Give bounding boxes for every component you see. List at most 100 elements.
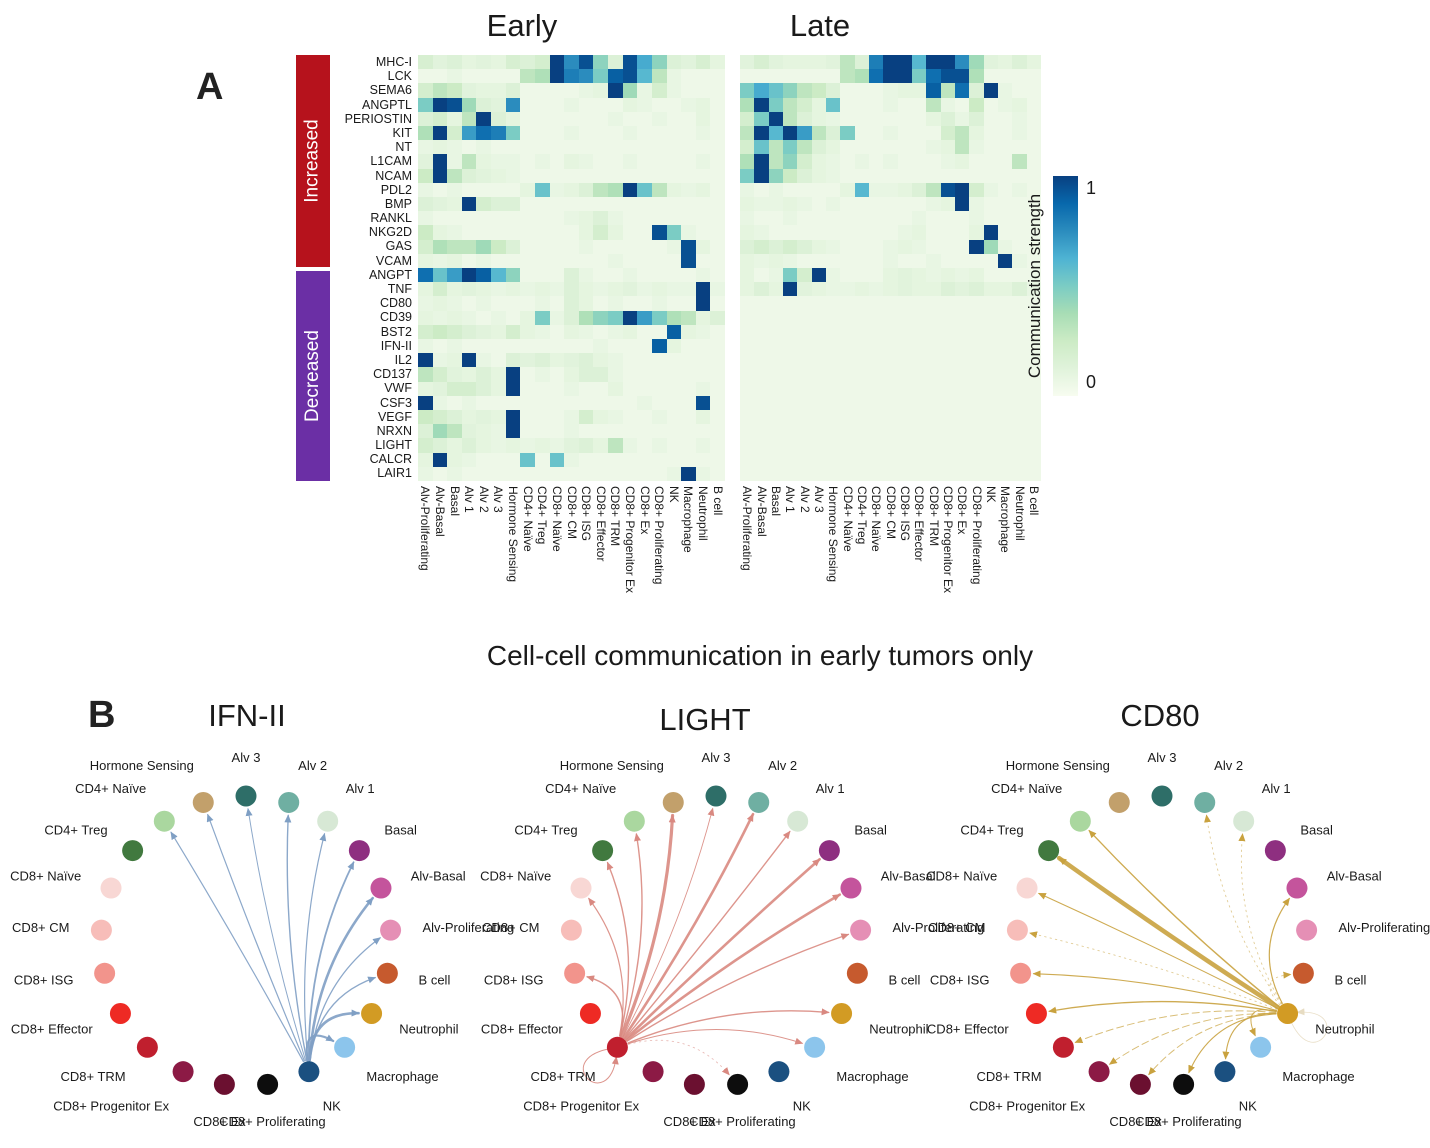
heatmap-cell — [926, 154, 941, 169]
heatmap-cell — [911, 395, 927, 410]
heatmap-cell — [622, 452, 638, 467]
heatmap-cell — [754, 97, 769, 112]
heatmap-cell — [825, 83, 841, 98]
heatmap-cell — [797, 125, 812, 141]
heatmap-cell — [476, 239, 492, 254]
heatmap-cell — [622, 395, 638, 410]
heatmap-cell — [461, 367, 477, 382]
heatmap-cell — [666, 97, 682, 112]
heatmap-cell — [695, 409, 711, 425]
heatmap-cell — [637, 367, 652, 382]
heatmap-cell — [883, 324, 898, 339]
network-node-label: Alv 1 — [346, 781, 375, 796]
network-node — [348, 840, 370, 862]
heatmap-cell — [695, 154, 711, 169]
heatmap-cell — [782, 296, 798, 311]
heatmap-cell — [520, 83, 535, 98]
network-node-label: NK — [323, 1098, 341, 1113]
heatmap-cell — [940, 296, 955, 311]
heatmap-cell — [854, 253, 869, 268]
heatmap-cell — [740, 182, 755, 197]
network-node — [768, 1061, 790, 1083]
heatmap-cell — [954, 97, 970, 112]
heatmap-cell — [549, 466, 565, 481]
heatmap-cell — [534, 211, 550, 226]
network-edge — [1188, 1013, 1277, 1074]
heatmap-cell — [911, 424, 927, 439]
heatmap-cell — [681, 424, 696, 439]
heatmap-cell — [432, 55, 448, 70]
heatmap-cell — [564, 168, 579, 183]
heatmap-cell — [782, 367, 798, 382]
network-node — [100, 877, 122, 899]
heatmap-cell — [593, 239, 609, 254]
heatmap-cell — [911, 239, 927, 254]
heatmap-cell — [782, 409, 798, 425]
heatmap-cell — [883, 296, 898, 311]
network-node-label: Hormone Sensing — [560, 758, 664, 773]
heatmap-cell — [520, 452, 535, 467]
network-node-label: Neutrophil — [399, 1022, 458, 1037]
heatmap-cell — [710, 69, 725, 84]
heatmap-cell — [911, 409, 927, 425]
heatmap-cell — [954, 282, 970, 297]
network-edge — [1048, 1000, 1277, 1014]
heatmap-cell — [754, 154, 769, 169]
heatmap-cell — [491, 452, 506, 467]
heatmap-cell — [997, 196, 1013, 212]
heatmap-cell — [997, 282, 1013, 297]
heatmap-cell — [740, 338, 755, 354]
network-edge — [1222, 1012, 1277, 1060]
heatmap-cell — [840, 324, 855, 339]
heatmap-cell — [418, 310, 433, 325]
heatmap-cell — [622, 424, 638, 439]
heatmap-cell — [578, 196, 594, 212]
heatmap-cell — [534, 69, 550, 84]
heatmap-cell — [840, 225, 855, 240]
heatmap-cell — [461, 182, 477, 197]
heatmap-cell — [534, 83, 550, 98]
heatmap-cell — [868, 338, 884, 354]
heatmap-cell — [476, 367, 492, 382]
heatmap-cell — [505, 282, 521, 297]
heatmap-cell — [447, 338, 462, 354]
heatmap-cell — [825, 253, 841, 268]
heatmap-cell — [418, 381, 433, 396]
heatmap-cell — [840, 267, 855, 283]
heatmap-row-label: MHC-I — [375, 55, 412, 69]
heatmap-cell — [983, 211, 998, 226]
heatmap-cell — [549, 395, 565, 410]
heatmap-cell — [447, 424, 462, 439]
heatmap-cell — [593, 83, 609, 98]
network-node — [213, 1073, 235, 1095]
heatmap-cell — [983, 452, 998, 467]
heatmap-cell — [622, 196, 638, 212]
heatmap-cell — [491, 111, 506, 126]
heatmap-cell — [840, 395, 855, 410]
heatmap-cell — [710, 282, 725, 297]
heatmap-row-label: NRXN — [376, 423, 412, 438]
heatmap-cell — [854, 282, 869, 297]
heatmap-cell — [983, 111, 998, 126]
heatmap-cell — [681, 125, 696, 141]
heatmap-cell — [997, 97, 1013, 112]
heatmap-cell — [491, 97, 506, 112]
heatmap-cell — [797, 97, 812, 112]
network-node — [606, 1036, 628, 1058]
heatmap-cell — [476, 182, 492, 197]
heatmap-cell — [1012, 196, 1027, 212]
heatmap-cell — [940, 424, 955, 439]
early-heatmap-title: Early — [486, 8, 558, 43]
heatmap-cell — [695, 83, 711, 98]
heatmap-cell — [418, 97, 433, 112]
network-node — [1010, 962, 1032, 984]
heatmap-cell — [840, 97, 855, 112]
heatmap-cell — [811, 267, 826, 283]
heatmap-cell — [825, 310, 841, 325]
heatmap-cell — [432, 310, 448, 325]
network-node-label: Alv 1 — [816, 781, 845, 796]
heatmap-cell — [418, 125, 433, 141]
heatmap-cell — [710, 267, 725, 283]
heatmap-cell — [476, 83, 492, 98]
heatmap-cell — [825, 55, 841, 70]
